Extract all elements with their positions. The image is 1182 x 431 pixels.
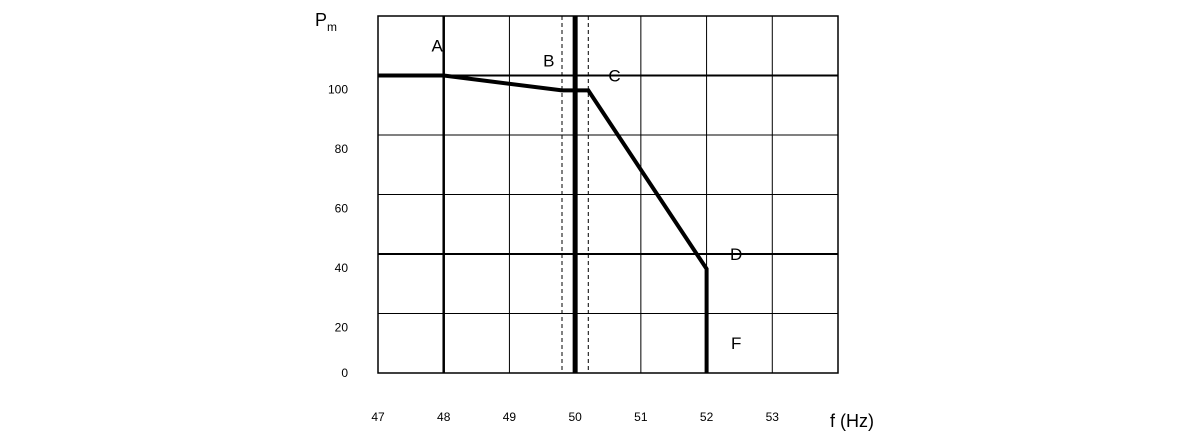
- grid: [377, 15, 839, 374]
- point-label-d: D: [730, 245, 742, 264]
- x-tick-label: 50: [568, 410, 582, 424]
- y-tick-label: 40: [335, 261, 349, 275]
- x-tick-label: 52: [700, 410, 714, 424]
- x-tick-label: 47: [371, 410, 385, 424]
- point-label-a: A: [431, 37, 443, 56]
- power-frequency-curve: [378, 73, 709, 373]
- point-labels: A B C D F: [431, 37, 742, 354]
- x-tick-label: 51: [634, 410, 648, 424]
- y-tick-label: 80: [335, 142, 349, 156]
- point-label-f: F: [731, 334, 741, 353]
- x-tick-labels: 47 48 49 50 51 52 53: [371, 410, 779, 424]
- y-tick-labels: 0 20 40 60 80 100: [328, 83, 348, 381]
- point-label-b: B: [543, 52, 554, 71]
- y-tick-label: 60: [335, 202, 349, 216]
- y-tick-label: 0: [341, 366, 348, 380]
- x-tick-label: 53: [766, 410, 780, 424]
- y-axis-label: Pm: [315, 10, 337, 34]
- x-tick-label: 48: [437, 410, 451, 424]
- point-label-c: C: [608, 66, 620, 85]
- x-tick-label: 49: [503, 410, 517, 424]
- y-tick-label: 20: [335, 321, 349, 335]
- series-group: [378, 73, 709, 373]
- y-tick-label: 100: [328, 83, 348, 97]
- reference-lines: [561, 16, 589, 373]
- x-axis-label: f (Hz): [830, 411, 874, 431]
